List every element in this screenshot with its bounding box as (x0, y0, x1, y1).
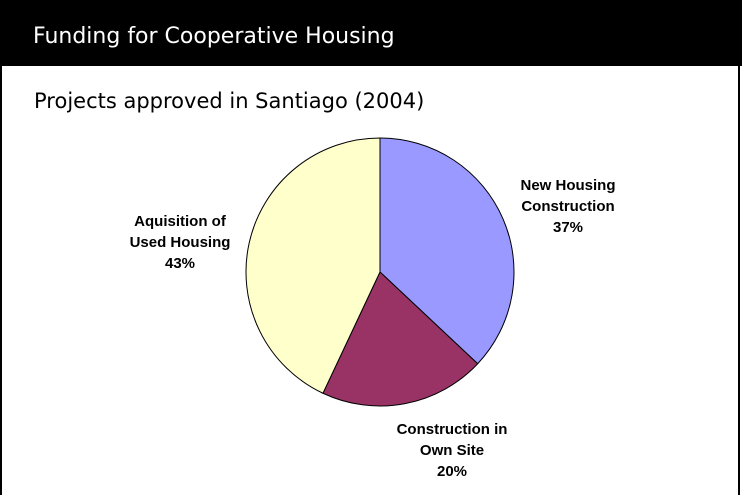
page-header: Funding for Cooperative Housing (0, 0, 742, 66)
label-new-housing-construction: New Housing Construction 37% (520, 177, 615, 236)
page-title: Funding for Cooperative Housing (33, 23, 395, 49)
slice-construction-in-own-site (322, 271, 479, 407)
slice-aquisition-of-used-housing (245, 137, 381, 394)
label-construction-in-own-site: Construction in Own Site 20% (397, 421, 508, 480)
slice-new-housing-construction (379, 137, 515, 365)
label-aquisition-of-used-housing: Aquisition of Used Housing 43% (130, 213, 231, 272)
chart-title: Projects approved in Santiago (2004) (34, 89, 425, 113)
